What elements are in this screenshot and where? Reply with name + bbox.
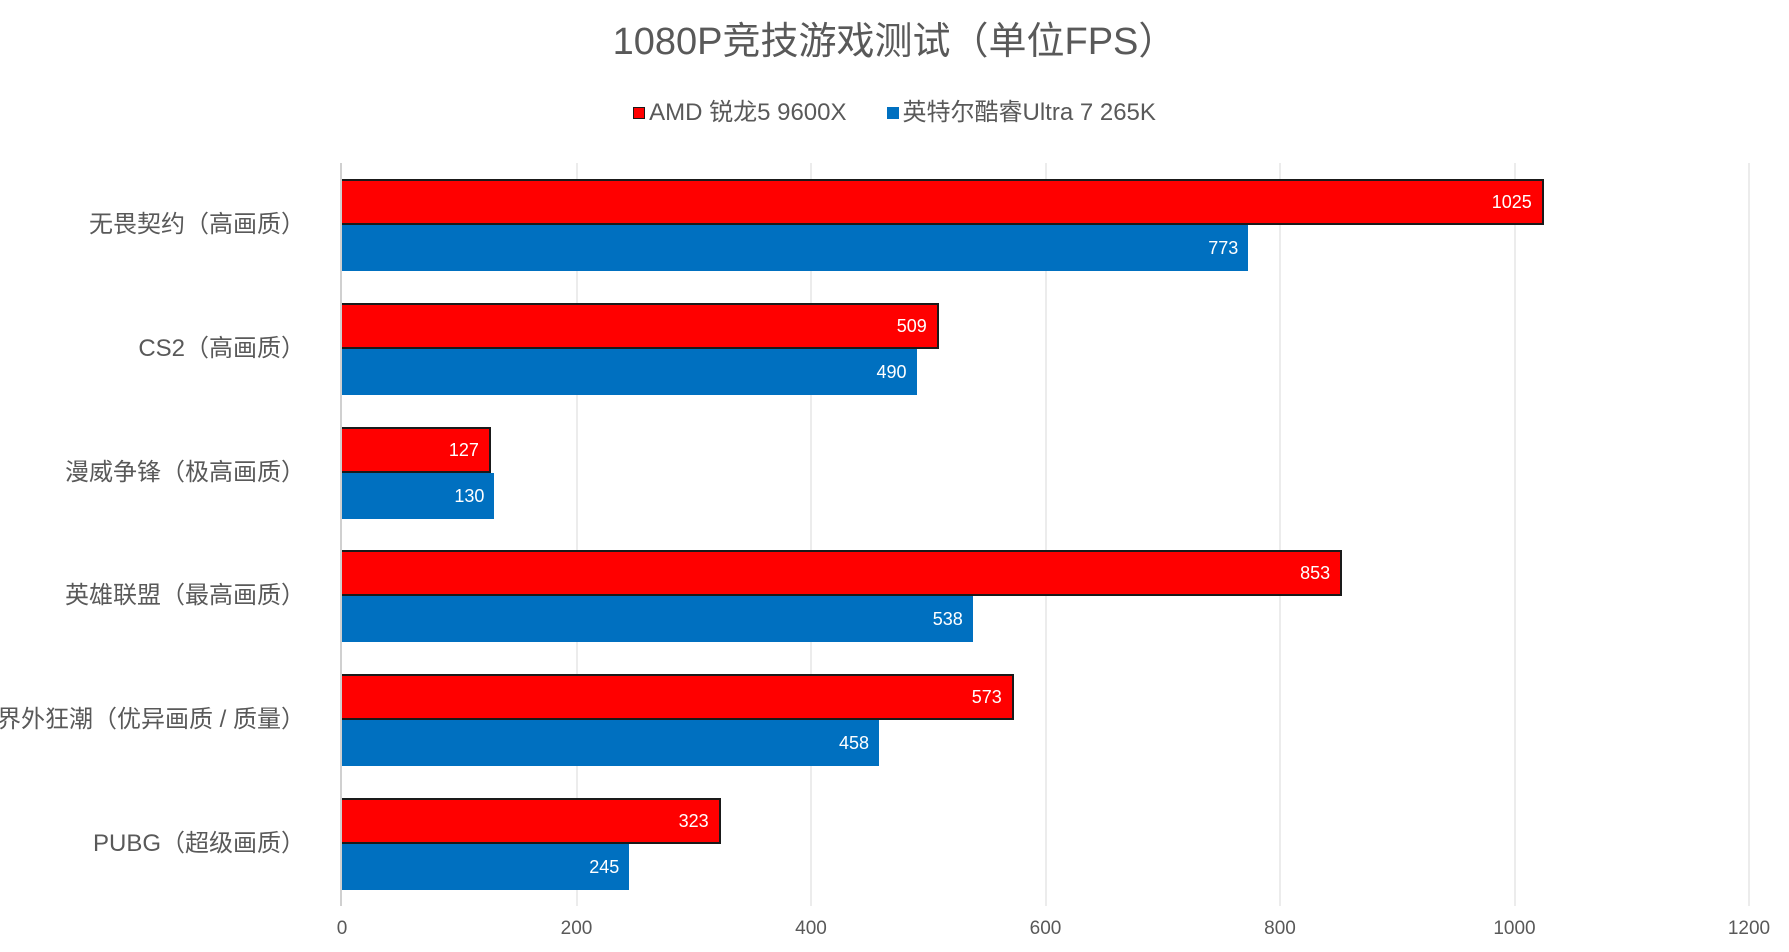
category-band: 127 130: [342, 411, 1749, 535]
legend-label-amd: AMD 锐龙5 9600X: [649, 99, 847, 126]
x-tick-label: 600: [1029, 918, 1062, 939]
legend-label-intel: 英特尔酷睿Ultra 7 265K: [902, 99, 1156, 126]
category-label: 界外狂潮（优异画质 / 质量）: [0, 706, 305, 734]
legend-swatch-blue-icon: [886, 107, 899, 119]
y-axis-line: [340, 163, 342, 906]
bar-intel: 773: [342, 224, 1249, 271]
bar-intel: 458: [342, 720, 879, 767]
gridline: [1513, 163, 1516, 906]
x-tick-label: 0: [336, 918, 348, 939]
legend-swatch-red-icon: [633, 107, 646, 119]
category-band: 1025 773: [342, 163, 1749, 287]
x-tick-label: 800: [1264, 918, 1296, 939]
gridline: [1044, 163, 1047, 906]
bar-intel: 538: [342, 596, 973, 643]
legend-item-amd: AMD 锐龙5 9600X: [633, 99, 847, 127]
category-band: 853 538: [342, 535, 1749, 659]
x-tick-label: 200: [560, 918, 593, 939]
category-band: 573 458: [342, 658, 1749, 782]
bar-amd: 323: [342, 798, 721, 845]
x-tick-label: 400: [795, 918, 827, 939]
category-label: CS2（高画质）: [138, 334, 305, 362]
x-tick-label: 1000: [1493, 918, 1536, 939]
legend: AMD 锐龙5 9600X 英特尔酷睿Ultra 7 265K: [0, 99, 1789, 127]
category-label: 漫威争锋（极高画质）: [65, 458, 305, 486]
category-band: 323 245: [342, 782, 1749, 906]
bar-intel: 245: [342, 844, 630, 891]
gridline: [1748, 163, 1750, 906]
bar-amd: 1025: [342, 178, 1544, 225]
bar-intel: 130: [342, 472, 495, 519]
bar-amd: 127: [342, 426, 491, 473]
x-tick-label: 1200: [1727, 918, 1771, 939]
gridline: [810, 163, 812, 906]
bar-amd: 853: [342, 550, 1343, 597]
gridline: [1279, 163, 1281, 906]
plot-area: 1025 773 509 490 127 130 853 538 573 458 323 245: [340, 163, 1750, 906]
category-label: PUBG（超级画质）: [92, 830, 305, 858]
chart-title: 1080P竞技游戏测试（单位FPS）: [612, 21, 1177, 63]
bar-amd: 573: [342, 674, 1014, 721]
bar-amd: 509: [342, 302, 939, 349]
bar-intel: 490: [342, 348, 917, 395]
legend-item-intel: 英特尔酷睿Ultra 7 265K: [886, 99, 1156, 127]
category-label: 英雄联盟（最高画质）: [65, 582, 305, 610]
gridline: [575, 163, 578, 906]
category-band: 509 490: [342, 287, 1749, 411]
category-label: 无畏契约（高画质）: [89, 210, 305, 238]
